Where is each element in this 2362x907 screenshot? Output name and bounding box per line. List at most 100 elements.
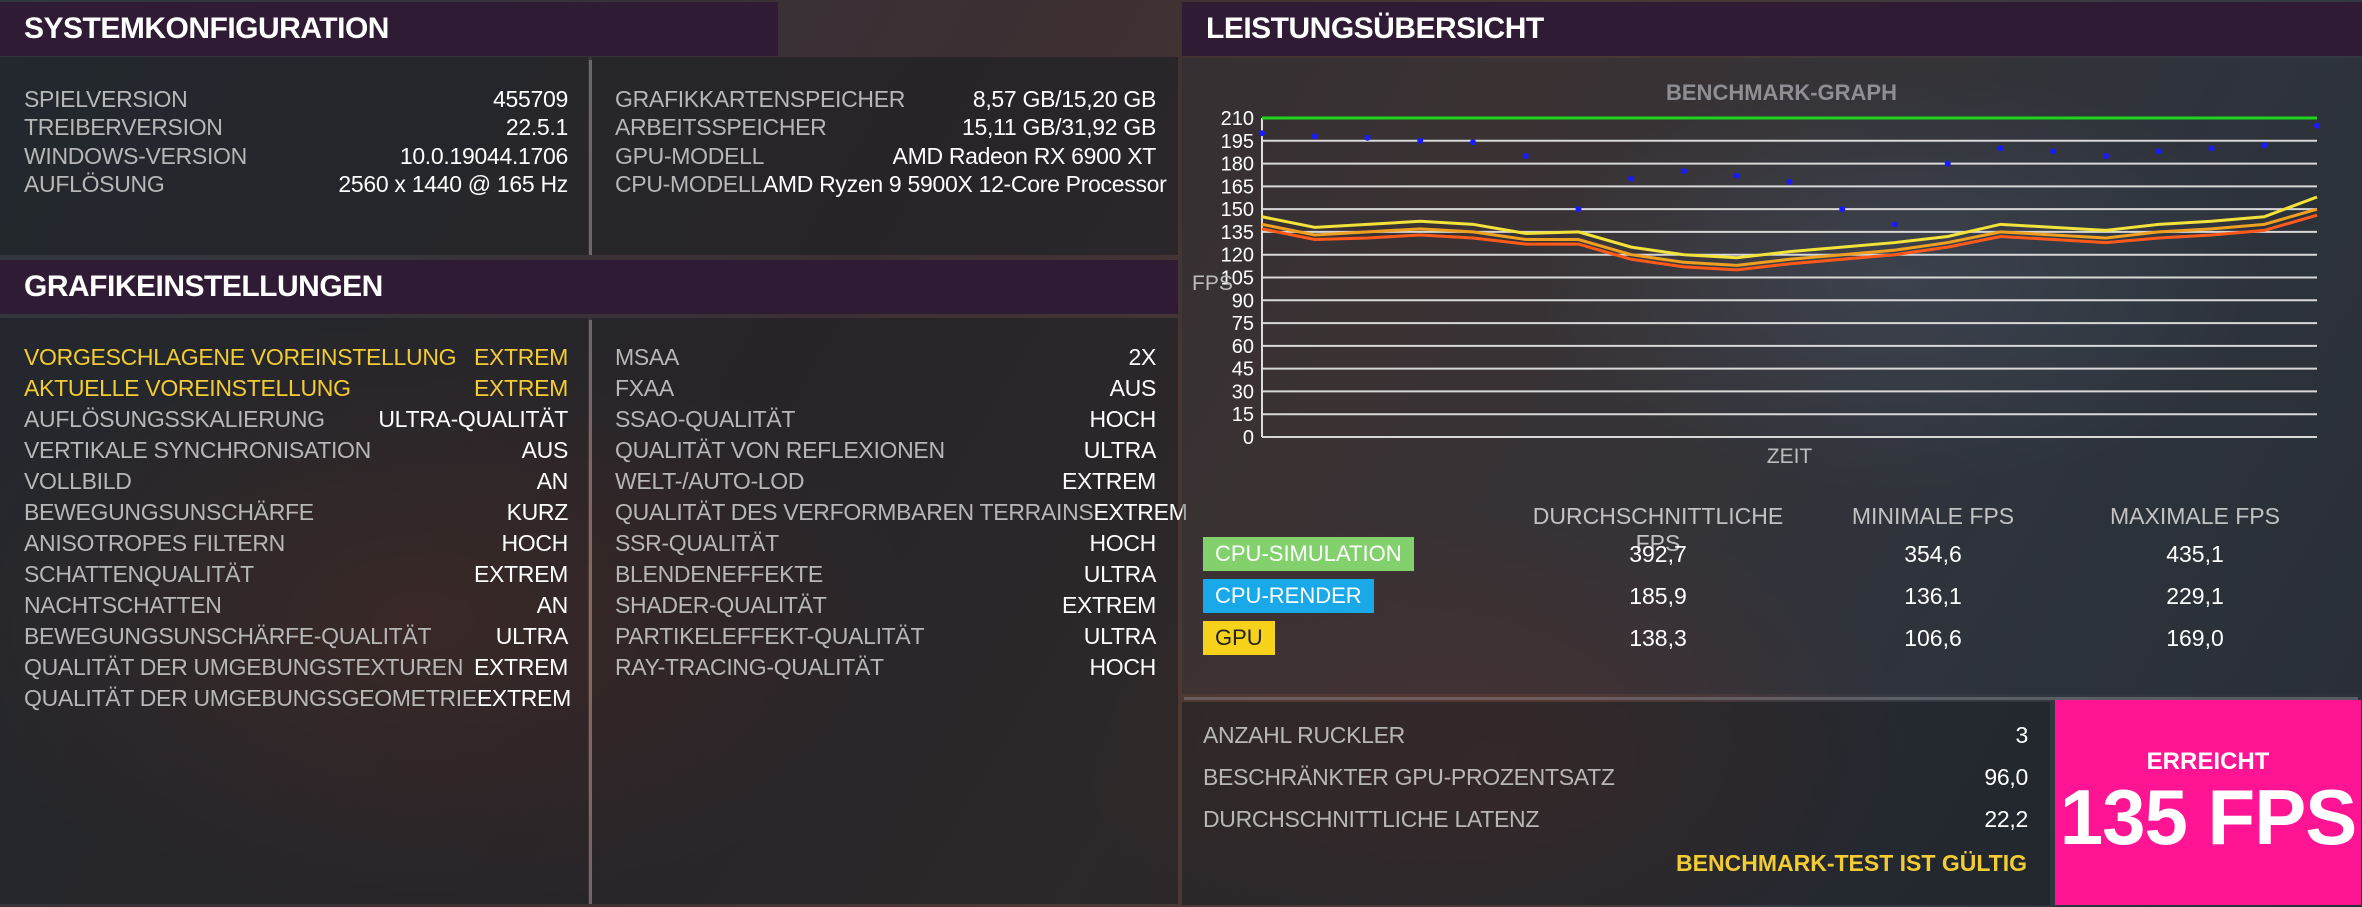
- setting-row: SSAO-QUALITÄT HOCH: [615, 404, 1156, 434]
- setting-row: TREIBERVERSION 22.5.1: [24, 113, 568, 143]
- setting-row: SPIELVERSION 455709: [24, 84, 568, 114]
- graphics-settings-panel-right: [592, 318, 1178, 904]
- setting-label: WELT-/AUTO-LOD: [615, 467, 805, 494]
- setting-label: GPU-MODELL: [615, 142, 765, 169]
- setting-label: QUALITÄT VON REFLEXIONEN: [615, 436, 945, 463]
- chart-y-axis-label: FPS: [1192, 272, 1233, 295]
- stats-row-tag: GPU: [1203, 621, 1275, 655]
- chart-point: [2050, 148, 2057, 155]
- setting-label: BLENDENEFFEKTE: [615, 560, 823, 587]
- setting-row: SCHATTENQUALITÄT EXTREM: [24, 559, 568, 589]
- result-fps-value: 135 FPS: [2059, 772, 2358, 861]
- setting-row: VOLLBILD AN: [24, 466, 568, 496]
- setting-row: QUALITÄT VON REFLEXIONEN ULTRA: [615, 435, 1156, 465]
- chart-series-line: [1261, 195, 2318, 260]
- stats-row-value: 169,0: [2166, 625, 2224, 651]
- setting-label: RAY-TRACING-QUALITÄT: [615, 653, 884, 680]
- chart-point: [1786, 178, 1793, 185]
- chart-point: [1575, 206, 1582, 213]
- chart-x-axis-label: ZEIT: [1767, 445, 1813, 468]
- summary-panel: [1182, 702, 2050, 905]
- chart-y-tick-label: 150: [1221, 199, 1254, 221]
- chart-point: [2103, 152, 2109, 159]
- setting-row: BLENDENEFFEKTE ULTRA: [615, 559, 1156, 589]
- setting-label: AKTUELLE VOREINSTELLUNG: [24, 374, 351, 401]
- setting-label: BEWEGUNGSUNSCHÄRFE: [24, 498, 314, 525]
- setting-row: AUFLÖSUNG 2560 x 1440 @ 165 Hz: [24, 170, 568, 200]
- setting-row: DURCHSCHNITTLICHE LATENZ 22,2: [1203, 804, 2028, 834]
- stats-row-value: 392,7: [1629, 541, 1687, 567]
- setting-value: EXTREM: [1061, 467, 1156, 494]
- setting-label: VERTIKALE SYNCHRONISATION: [24, 436, 371, 463]
- chart-y-tick-label: 15: [1232, 404, 1254, 426]
- setting-row: GRAFIKKARTENSPEICHER 8,57 GB/15,20 GB: [615, 84, 1156, 114]
- setting-row: PARTIKELEFFEKT-QUALITÄT ULTRA: [615, 621, 1156, 651]
- system-config-divider: [589, 60, 592, 255]
- stats-row-tag: CPU-RENDER: [1203, 579, 1374, 613]
- setting-value: AUS: [1109, 374, 1157, 401]
- chart-point: [1417, 137, 1424, 144]
- chart-y-tick-label: 0: [1243, 427, 1254, 449]
- performance-header: LEISTUNGSÜBERSICHT: [1182, 2, 2362, 56]
- setting-label: NACHTSCHATTEN: [24, 591, 222, 618]
- setting-row: QUALITÄT DES VERFORMBAREN TERRAINS EXTREM: [615, 497, 1188, 527]
- setting-value: KURZ: [506, 498, 569, 525]
- chart-point: [1522, 152, 1529, 159]
- system-config-panel-right: [592, 57, 1178, 255]
- chart-point: [1311, 133, 1318, 140]
- setting-value: EXTREM: [1061, 591, 1156, 618]
- stats-row-value: 136,1: [1904, 583, 1962, 609]
- stats-row-value: 229,1: [2166, 583, 2224, 609]
- setting-label: TREIBERVERSION: [24, 114, 223, 140]
- setting-row: BEWEGUNGSUNSCHÄRFE-QUALITÄT ULTRA: [24, 621, 568, 651]
- setting-value: 22,2: [1984, 805, 2028, 832]
- setting-label: SCHATTENQUALITÄT: [24, 560, 254, 587]
- chart-point: [1681, 168, 1687, 175]
- setting-row: RAY-TRACING-QUALITÄT HOCH: [615, 652, 1156, 682]
- setting-row: ARBEITSSPEICHER 15,11 GB/31,92 GB: [615, 113, 1156, 143]
- setting-label: ARBEITSSPEICHER: [615, 114, 827, 140]
- stats-row-value: 106,6: [1904, 625, 1962, 651]
- setting-label: SSR-QUALITÄT: [615, 529, 779, 556]
- setting-value: HOCH: [1089, 529, 1156, 556]
- setting-label: VORGESCHLAGENE VOREINSTELLUNG: [24, 343, 457, 370]
- setting-row: WINDOWS-VERSION 10.0.19044.1706: [24, 141, 568, 171]
- chart-y-tick-label: 165: [1221, 176, 1254, 198]
- setting-value: HOCH: [1089, 405, 1156, 432]
- chart-y-tick-label: 210: [1221, 108, 1254, 130]
- setting-value: ULTRA: [1083, 436, 1157, 463]
- setting-label: WINDOWS-VERSION: [24, 142, 247, 169]
- chart-point: [2314, 122, 2320, 129]
- chart-point: [2208, 145, 2215, 152]
- setting-row: WELT-/AUTO-LOD EXTREM: [615, 466, 1156, 496]
- setting-value: AMD Radeon RX 6900 XT: [892, 142, 1157, 169]
- setting-row: FXAA AUS: [615, 373, 1156, 403]
- chart-y-tick-label: 75: [1232, 313, 1254, 335]
- setting-row: BEWEGUNGSUNSCHÄRFE KURZ: [24, 497, 568, 527]
- setting-value: EXTREM: [473, 374, 568, 401]
- setting-value: HOCH: [1089, 653, 1156, 680]
- setting-row: NACHTSCHATTEN AN: [24, 590, 568, 620]
- graphics-settings-panel-left: [0, 318, 588, 904]
- stats-row-tag: CPU-SIMULATION: [1203, 537, 1414, 571]
- chart-point: [1470, 139, 1476, 146]
- setting-value: 22.5.1: [505, 114, 568, 140]
- setting-value: 2X: [1128, 343, 1156, 370]
- setting-value: 8,57 GB/15,20 GB: [972, 85, 1156, 112]
- system-config-panel-left: [0, 57, 588, 255]
- graphics-settings-header: GRAFIKEINSTELLUNGEN: [0, 260, 1178, 314]
- chart-point: [2155, 148, 2162, 155]
- setting-label: AUFLÖSUNG: [24, 171, 165, 197]
- setting-value: ULTRA: [495, 622, 569, 649]
- setting-value: EXTREM: [473, 343, 568, 370]
- chart-y-tick-label: 195: [1221, 131, 1254, 153]
- setting-value: ULTRA: [1083, 560, 1157, 587]
- setting-label: VOLLBILD: [24, 467, 132, 494]
- setting-label: FXAA: [615, 374, 674, 401]
- setting-row: AUFLÖSUNGSSKALIERUNG ULTRA-QUALITÄT: [24, 404, 568, 434]
- stats-divider: [1184, 697, 2358, 700]
- setting-value: 10.0.19044.1706: [399, 142, 568, 169]
- setting-label: SSAO-QUALITÄT: [615, 405, 796, 432]
- setting-value: ULTRA-QUALITÄT: [378, 405, 568, 432]
